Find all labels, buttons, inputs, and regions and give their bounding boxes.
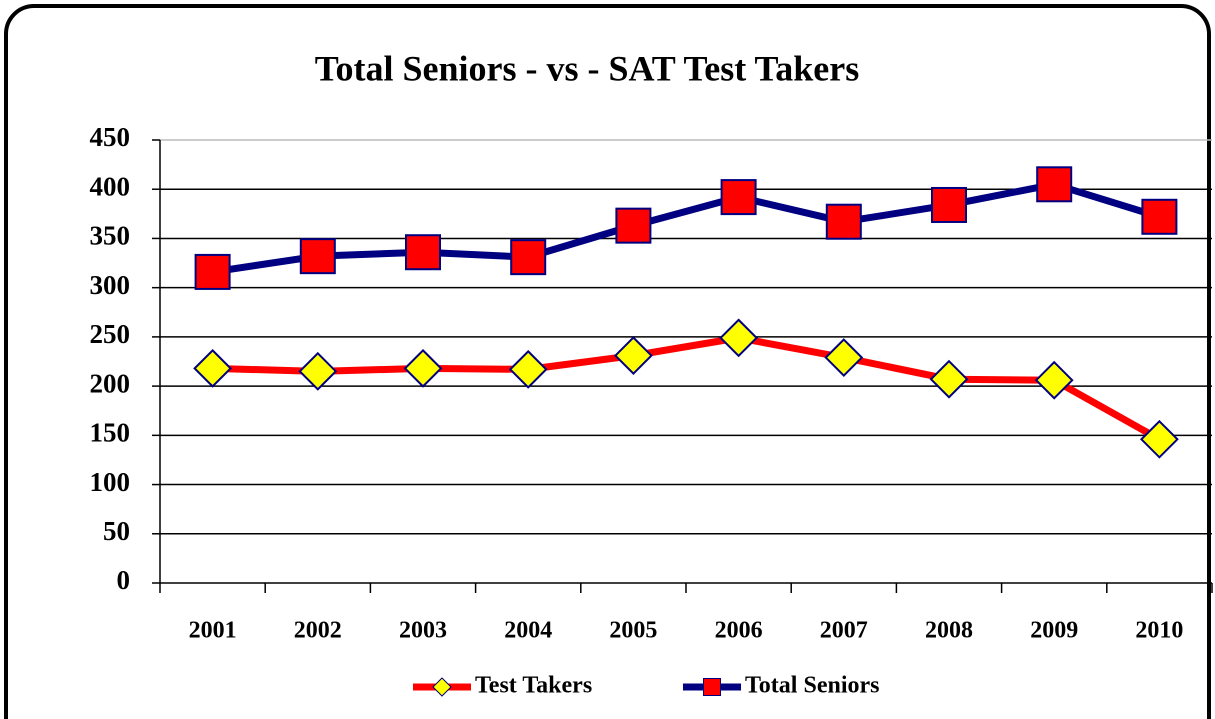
marker xyxy=(703,678,721,696)
marker xyxy=(825,203,862,240)
marker xyxy=(615,207,652,244)
y-tick-label: 50 xyxy=(103,516,130,546)
marker xyxy=(299,238,336,275)
marker xyxy=(193,348,233,388)
marker xyxy=(194,253,231,290)
marker xyxy=(1036,166,1073,203)
x-tick-label: 2004 xyxy=(504,618,552,644)
marker xyxy=(613,336,653,376)
x-tick-label: 2003 xyxy=(399,618,447,644)
x-tick-label: 2007 xyxy=(820,618,868,644)
y-tick-label: 200 xyxy=(90,368,131,398)
y-tick-label: 350 xyxy=(90,221,131,251)
chart-title: Total Seniors - vs - SAT Test Takers xyxy=(315,48,859,88)
marker xyxy=(432,677,452,697)
marker xyxy=(298,351,338,391)
x-tick-label: 2010 xyxy=(1135,618,1183,644)
marker xyxy=(824,338,864,377)
legend-label: Total Seniors xyxy=(745,673,879,699)
marker xyxy=(1034,360,1074,400)
marker xyxy=(403,348,443,388)
marker xyxy=(929,359,969,399)
marker xyxy=(1141,198,1178,235)
series-line xyxy=(212,180,1161,276)
marker xyxy=(719,318,759,358)
x-tick-label: 2009 xyxy=(1030,618,1078,644)
y-tick-label: 300 xyxy=(90,270,131,300)
marker xyxy=(405,234,441,271)
y-tick-label: 250 xyxy=(90,319,131,349)
x-tick-label: 2001 xyxy=(189,618,237,644)
y-tick-label: 0 xyxy=(117,565,131,595)
marker xyxy=(508,349,548,389)
y-tick-label: 150 xyxy=(90,418,131,448)
y-tick-label: 450 xyxy=(90,122,131,152)
y-tick-label: 400 xyxy=(90,171,131,201)
series-line xyxy=(212,334,1162,443)
marker xyxy=(1139,419,1179,459)
x-tick-label: 2008 xyxy=(925,618,973,644)
y-tick-label: 100 xyxy=(90,467,131,497)
marker xyxy=(931,186,967,223)
marker xyxy=(510,239,547,276)
x-tick-label: 2005 xyxy=(609,618,657,644)
marker xyxy=(720,179,757,216)
legend-label: Test Takers xyxy=(475,673,592,699)
x-tick-label: 2006 xyxy=(715,618,763,644)
x-tick-label: 2002 xyxy=(294,618,342,644)
